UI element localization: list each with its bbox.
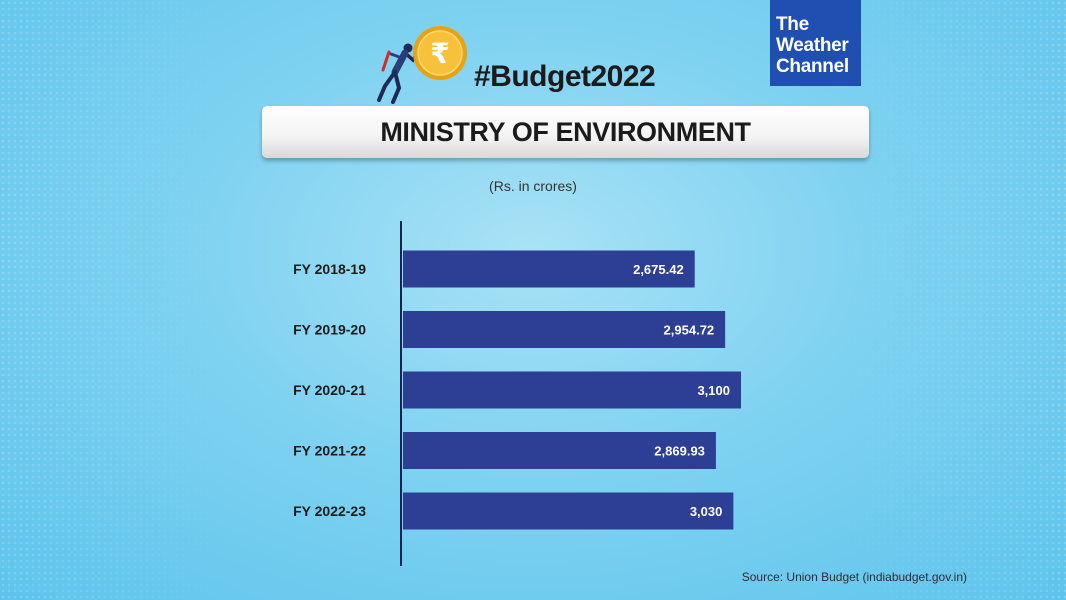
bar-2 bbox=[403, 371, 741, 409]
source-note: Source: Union Budget (indiabudget.gov.in… bbox=[741, 570, 967, 584]
bar-4 bbox=[403, 492, 734, 530]
category-label-0: FY 2018-19 bbox=[293, 261, 366, 277]
hashtag-title: #Budget2022 bbox=[474, 60, 656, 93]
chart-title: MINISTRY OF ENVIRONMENT bbox=[380, 116, 751, 147]
bar-3 bbox=[403, 432, 716, 469]
category-label-3: FY 2021-22 bbox=[293, 443, 366, 459]
unit-label: (Rs. in crores) bbox=[489, 178, 577, 194]
svg-text:₹: ₹ bbox=[430, 37, 449, 70]
category-label-4: FY 2022-23 bbox=[293, 503, 366, 519]
logo-line-3: Channel bbox=[776, 56, 849, 77]
bar-0 bbox=[403, 250, 695, 288]
category-label-2: FY 2020-21 bbox=[293, 382, 366, 398]
value-label-4: 3,030 bbox=[690, 504, 723, 519]
logo-line-1: The bbox=[776, 14, 809, 35]
bar-1 bbox=[403, 311, 726, 348]
category-label-1: FY 2019-20 bbox=[293, 322, 366, 338]
value-label-3: 2,869.93 bbox=[654, 444, 705, 459]
value-label-1: 2,954.72 bbox=[664, 323, 715, 338]
title-banner: MINISTRY OF ENVIRONMENT bbox=[262, 106, 869, 158]
weather-channel-logo: The Weather Channel bbox=[770, 0, 861, 86]
value-label-0: 2,675.42 bbox=[633, 262, 684, 277]
logo-line-2: Weather bbox=[776, 35, 849, 56]
rupee-coin-icon: ₹ bbox=[413, 26, 467, 80]
value-label-2: 3,100 bbox=[697, 383, 730, 398]
